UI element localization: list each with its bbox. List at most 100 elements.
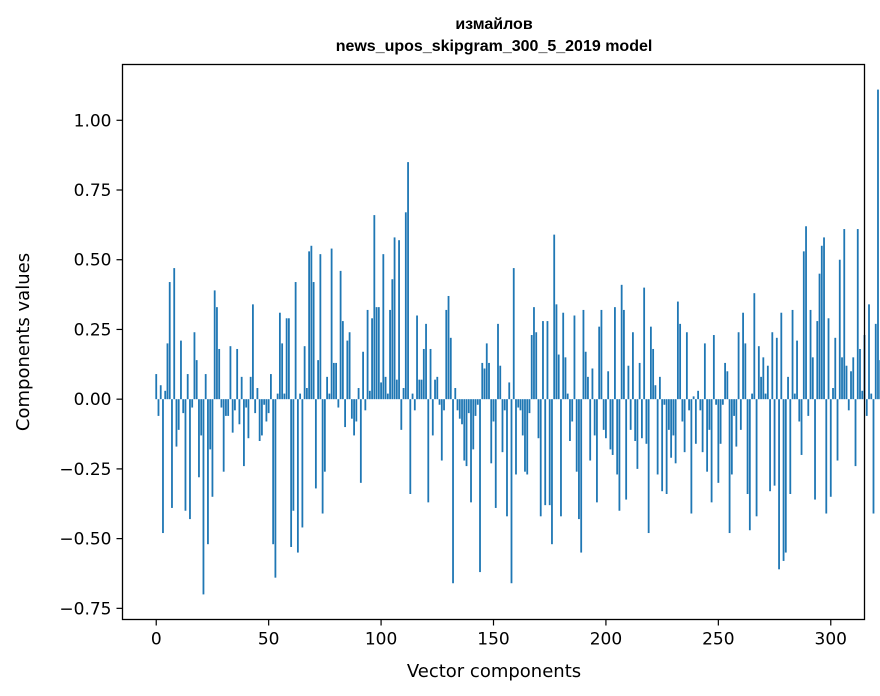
bar xyxy=(551,399,553,545)
y-tick-label: 0.25 xyxy=(74,320,112,340)
bar xyxy=(688,399,691,411)
bar xyxy=(368,390,371,400)
bar xyxy=(681,399,684,422)
bar xyxy=(245,399,248,408)
bar xyxy=(638,362,641,400)
x-tick-label: 100 xyxy=(365,630,397,650)
bar xyxy=(791,309,794,400)
bar xyxy=(278,312,281,400)
bar xyxy=(834,337,837,400)
bar xyxy=(861,390,864,400)
bar xyxy=(843,229,846,400)
bar xyxy=(811,357,814,400)
bar xyxy=(793,393,796,400)
bar xyxy=(314,399,317,489)
bar xyxy=(584,351,587,400)
bar xyxy=(418,379,421,400)
bar xyxy=(827,318,830,400)
bar xyxy=(191,399,194,408)
bar xyxy=(832,388,834,400)
bar xyxy=(452,399,454,584)
bar xyxy=(155,374,158,400)
bar xyxy=(757,346,760,400)
bar xyxy=(503,399,506,411)
bar xyxy=(488,362,490,400)
bar xyxy=(467,399,470,414)
bar xyxy=(627,365,630,400)
bar xyxy=(438,399,441,405)
bar xyxy=(159,385,162,400)
bar xyxy=(308,251,311,400)
bar xyxy=(184,399,187,511)
bar xyxy=(512,268,515,400)
chart-title: измайлов xyxy=(455,16,532,33)
x-tick-label: 300 xyxy=(815,630,847,650)
bar xyxy=(436,376,439,400)
bar xyxy=(623,309,625,400)
bar xyxy=(463,399,466,461)
x-tick-label: 0 xyxy=(151,630,162,650)
bar xyxy=(742,312,744,400)
bar xyxy=(240,376,243,400)
bar xyxy=(616,399,619,475)
bar xyxy=(580,399,583,553)
bar xyxy=(802,251,805,400)
bar xyxy=(611,399,614,455)
bar xyxy=(252,304,254,400)
bar xyxy=(766,365,769,400)
bar xyxy=(261,399,263,436)
bar xyxy=(870,393,873,400)
bar xyxy=(524,399,526,472)
bar xyxy=(501,399,504,453)
bar xyxy=(665,399,668,494)
bar xyxy=(236,348,239,400)
y-tick-label: 0.50 xyxy=(74,251,112,271)
bar xyxy=(398,240,400,400)
bar xyxy=(836,399,839,461)
bar xyxy=(605,399,607,439)
bar xyxy=(411,393,414,400)
bar xyxy=(303,346,306,400)
bar xyxy=(517,399,520,408)
bar xyxy=(710,399,713,503)
bar xyxy=(805,226,807,400)
bar xyxy=(778,399,780,570)
bar xyxy=(479,399,481,573)
bar xyxy=(287,318,290,400)
bar xyxy=(407,162,409,400)
bar xyxy=(211,399,214,497)
bar xyxy=(618,399,621,511)
bar xyxy=(706,399,709,472)
bar xyxy=(474,399,477,416)
bar xyxy=(195,360,198,400)
bar xyxy=(400,399,403,430)
bar xyxy=(602,399,605,430)
bar xyxy=(573,315,576,400)
bar xyxy=(530,335,533,400)
bar xyxy=(472,399,475,450)
bar xyxy=(292,399,295,511)
bar xyxy=(798,399,801,422)
bar xyxy=(305,388,308,400)
bar xyxy=(481,362,484,400)
bar xyxy=(593,399,596,436)
bar xyxy=(715,399,717,405)
bar xyxy=(847,399,850,411)
bar xyxy=(546,321,549,400)
bar xyxy=(382,254,385,400)
bar xyxy=(447,295,450,400)
bar xyxy=(238,399,241,425)
bar xyxy=(555,304,558,400)
bar xyxy=(218,348,221,400)
bar xyxy=(429,348,432,400)
bar xyxy=(582,309,585,400)
bar xyxy=(699,399,702,411)
bar xyxy=(434,379,436,400)
bar xyxy=(823,237,825,400)
bar xyxy=(850,371,852,400)
bar xyxy=(319,254,322,400)
y-axis-ticks: −0.75 −0.50 −0.25 0.00 0.25 0.50 0.75 1.00 xyxy=(59,111,123,619)
bar xyxy=(508,382,511,400)
bar xyxy=(510,399,513,584)
bar xyxy=(200,399,203,436)
